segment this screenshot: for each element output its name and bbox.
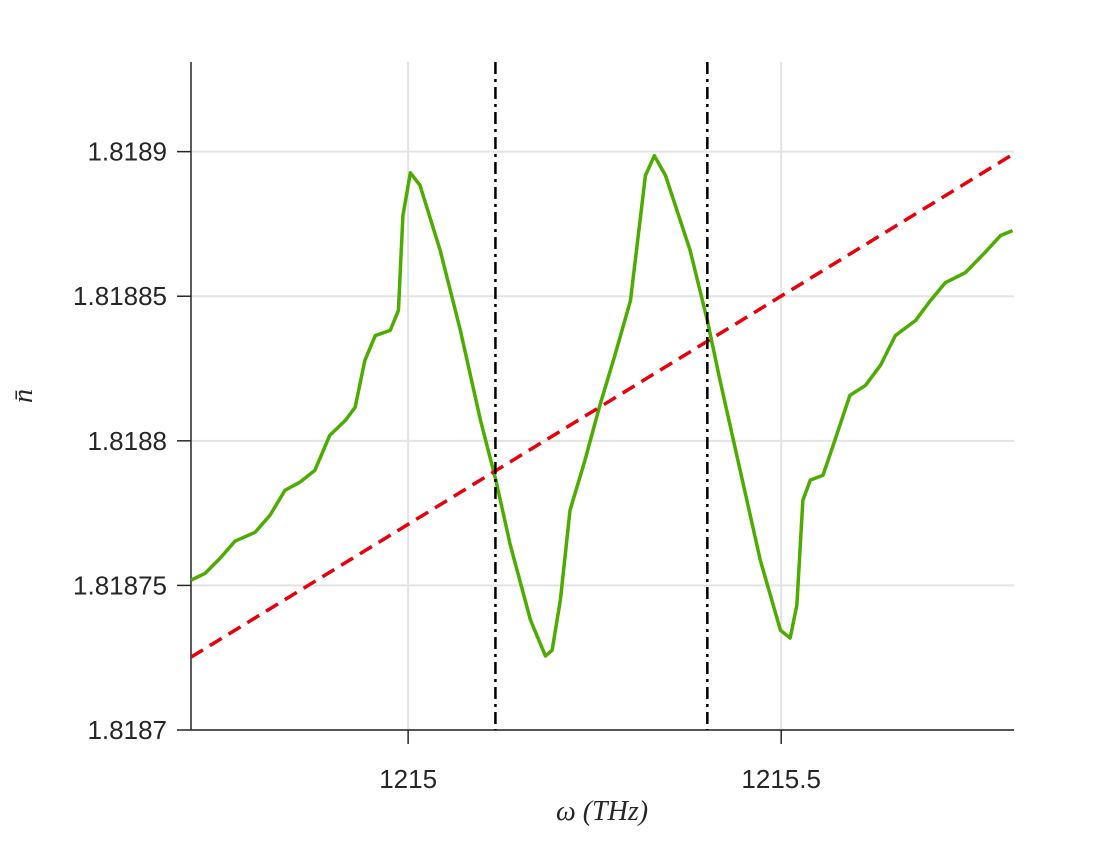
x-tick-label: 1215 bbox=[379, 764, 437, 794]
x-axis-label: ω (THz) bbox=[556, 796, 648, 827]
x-tick-label: 1215.5 bbox=[741, 764, 821, 794]
y-axis-label: n̄ bbox=[8, 389, 39, 403]
y-tick-label: 1.81885 bbox=[73, 281, 167, 311]
data-line bbox=[190, 152, 1015, 659]
y-tick-label: 1.81875 bbox=[73, 570, 167, 600]
y-tick-label: 1.8187 bbox=[87, 715, 167, 745]
y-tick-label: 1.8189 bbox=[87, 137, 167, 167]
y-tick-label: 1.8188 bbox=[87, 426, 167, 456]
data-line bbox=[190, 153, 1014, 658]
